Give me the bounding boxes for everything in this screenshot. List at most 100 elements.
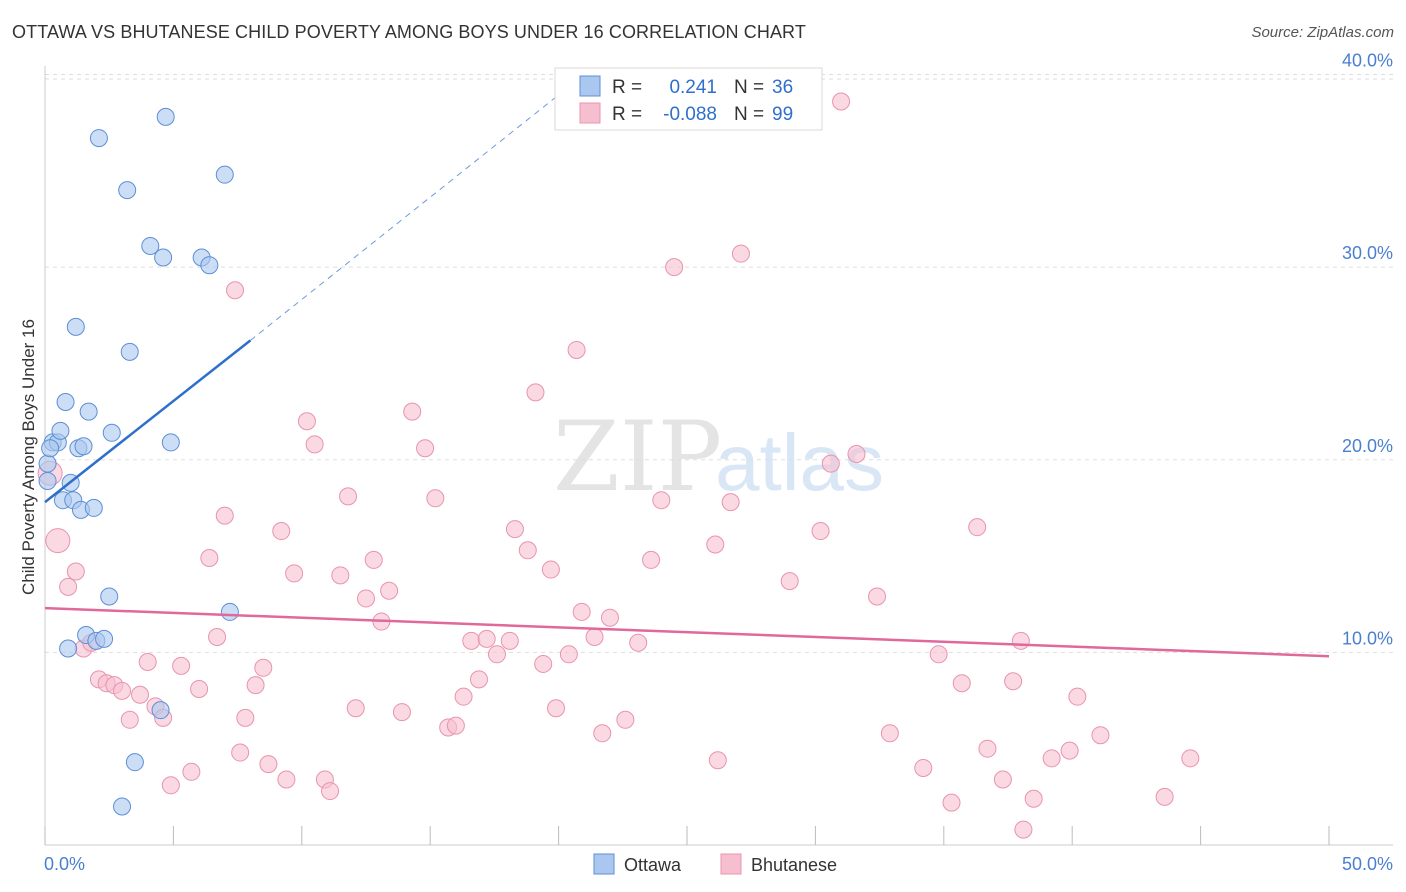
bhutanese-point bbox=[138, 653, 157, 672]
bhutanese-point bbox=[120, 710, 139, 729]
ottawa-point bbox=[59, 639, 78, 658]
x-axis-ticks bbox=[44, 826, 1330, 845]
bhutanese-point bbox=[1181, 749, 1200, 768]
bhutanese-point bbox=[161, 776, 180, 795]
bhutanese-point bbox=[66, 562, 85, 581]
bhutanese-point bbox=[231, 743, 250, 762]
legend-r-value-ottawa: 0.241 bbox=[669, 77, 717, 98]
bhutanese-point bbox=[182, 762, 201, 781]
legend-n-label-ottawa: N = bbox=[734, 77, 764, 98]
bhutanese-point bbox=[339, 487, 358, 506]
bhutanese-point bbox=[305, 435, 324, 454]
bhutanese-point bbox=[811, 522, 830, 541]
ottawa-point bbox=[95, 629, 114, 648]
legend-r-label-bhutanese: R = bbox=[612, 104, 642, 125]
bhutanese-point bbox=[131, 685, 150, 704]
bhutanese-point bbox=[706, 535, 725, 554]
bhutanese-point bbox=[364, 550, 383, 569]
bhutanese-point bbox=[59, 577, 78, 596]
bhutanese-point bbox=[331, 566, 350, 585]
bhutanese-point bbox=[534, 654, 553, 673]
bhutanese-point bbox=[208, 627, 227, 646]
bhutanese-point bbox=[246, 676, 265, 695]
bhutanese-point bbox=[477, 629, 496, 648]
ottawa-trend-line bbox=[44, 339, 252, 504]
y-tick-label: 20.0% bbox=[1342, 436, 1393, 456]
bhutanese-trend-line bbox=[44, 606, 1330, 658]
ottawa-trend-extension bbox=[250, 74, 585, 341]
y-axis-tick-labels: 10.0% 20.0% 30.0% 40.0% bbox=[1342, 51, 1393, 649]
ottawa-points bbox=[38, 107, 239, 816]
bhutanese-point bbox=[721, 493, 740, 512]
bhutanese-point bbox=[968, 518, 987, 537]
bhutanese-point bbox=[559, 645, 578, 664]
x-tick-label-min: 0.0% bbox=[44, 854, 85, 874]
ottawa-point bbox=[74, 437, 93, 456]
bhutanese-point bbox=[190, 679, 209, 698]
ottawa-point bbox=[220, 602, 239, 621]
bhutanese-point bbox=[880, 724, 899, 743]
bottom-legend-swatch-bhutanese bbox=[720, 853, 742, 875]
bhutanese-point bbox=[868, 587, 887, 606]
ottawa-point bbox=[151, 701, 170, 720]
bottom-legend-label-ottawa: Ottawa bbox=[624, 855, 682, 875]
bhutanese-point bbox=[403, 402, 422, 421]
bhutanese-point bbox=[518, 541, 537, 560]
bhutanese-point bbox=[942, 793, 961, 812]
ottawa-point bbox=[215, 165, 234, 184]
bhutanese-point bbox=[978, 739, 997, 758]
trend-lines bbox=[44, 74, 1330, 658]
bhutanese-point bbox=[547, 699, 566, 718]
bhutanese-point bbox=[665, 258, 684, 277]
correlation-legend: R = 0.241 N = 36 R = -0.088 N = 99 bbox=[554, 67, 823, 131]
bhutanese-point bbox=[652, 491, 671, 510]
y-axis-title: Child Poverty Among Boys Under 16 bbox=[19, 319, 38, 595]
bhutanese-point bbox=[259, 755, 278, 774]
bhutanese-point bbox=[780, 572, 799, 591]
chart-source: Source: ZipAtlas.com bbox=[1251, 24, 1394, 41]
bhutanese-point bbox=[832, 92, 851, 111]
bhutanese-point bbox=[285, 564, 304, 583]
grid-lines bbox=[45, 74, 1393, 653]
bhutanese-point bbox=[567, 340, 586, 359]
bhutanese-point bbox=[1060, 741, 1079, 760]
bhutanese-point bbox=[1024, 789, 1043, 808]
ottawa-point bbox=[141, 236, 160, 255]
legend-swatch-ottawa bbox=[579, 75, 601, 97]
bhutanese-point bbox=[642, 550, 661, 569]
bhutanese-point bbox=[254, 658, 273, 677]
bhutanese-point bbox=[1091, 726, 1110, 745]
bhutanese-point bbox=[572, 602, 591, 621]
bhutanese-point bbox=[454, 687, 473, 706]
ottawa-point bbox=[154, 248, 173, 267]
bhutanese-point bbox=[1068, 687, 1087, 706]
ottawa-point bbox=[100, 587, 119, 606]
bottom-legend-label-bhutanese: Bhutanese bbox=[751, 855, 837, 875]
bhutanese-point bbox=[226, 281, 245, 300]
bhutanese-point bbox=[215, 506, 234, 525]
bhutanese-point bbox=[487, 645, 506, 664]
bhutanese-point bbox=[236, 708, 255, 727]
ottawa-point bbox=[102, 423, 121, 442]
watermark-zip: ZIP bbox=[553, 401, 722, 513]
bhutanese-point bbox=[321, 782, 340, 801]
ottawa-point bbox=[113, 797, 132, 816]
bhutanese-point bbox=[629, 633, 648, 652]
bhutanese-point bbox=[593, 724, 612, 743]
bhutanese-point bbox=[45, 528, 71, 554]
ottawa-point bbox=[89, 129, 108, 148]
x-tick-label-max: 50.0% bbox=[1342, 854, 1393, 874]
bhutanese-point bbox=[172, 656, 191, 675]
bhutanese-point bbox=[272, 522, 291, 541]
bhutanese-point bbox=[541, 560, 560, 579]
ottawa-point bbox=[120, 342, 139, 361]
bhutanese-point bbox=[600, 608, 619, 627]
bhutanese-point bbox=[446, 716, 465, 735]
legend-n-value-ottawa: 36 bbox=[772, 77, 793, 98]
legend-n-label-bhutanese: N = bbox=[734, 104, 764, 125]
bhutanese-point bbox=[731, 244, 750, 263]
bhutanese-point bbox=[821, 454, 840, 473]
bhutanese-point bbox=[346, 699, 365, 718]
ottawa-point bbox=[79, 402, 98, 421]
legend-r-value-bhutanese: -0.088 bbox=[663, 104, 717, 125]
